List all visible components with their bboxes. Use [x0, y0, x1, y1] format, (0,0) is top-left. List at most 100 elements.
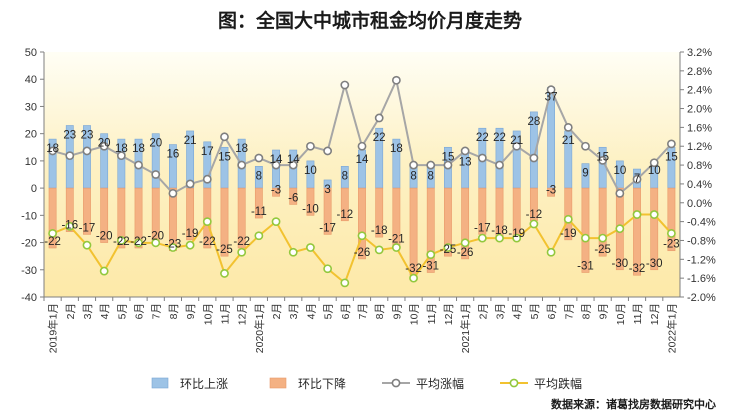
data-label-up: 8 — [428, 170, 434, 182]
data-label-down: -12 — [526, 209, 543, 221]
data-label-up: 15 — [596, 151, 609, 163]
marker-avg-fall — [323, 264, 333, 274]
marker-avg-fall — [237, 247, 247, 257]
marker-avg-fall — [460, 238, 470, 248]
bar-down — [117, 187, 126, 249]
marker-avg-fall — [667, 228, 676, 238]
bar-down — [306, 187, 315, 216]
marker-avg-fall — [443, 243, 453, 252]
right-tick-label: -0.4% — [687, 217, 716, 229]
left-tick-label: 40 — [25, 74, 37, 86]
x-tick-label: 7月 — [151, 303, 163, 319]
data-label-up: 21 — [562, 135, 575, 147]
data-label-up: 18 — [115, 143, 128, 155]
marker-avg-rise — [667, 139, 676, 149]
data-label-up: 14 — [356, 154, 369, 166]
bar-down — [633, 187, 641, 276]
marker-avg-rise — [632, 174, 642, 184]
data-label-up: 16 — [167, 149, 180, 161]
data-label-down: -23 — [663, 239, 680, 251]
data-label-down: -18 — [491, 225, 508, 237]
bar-down — [358, 187, 366, 260]
data-label-down: -31 — [577, 261, 594, 273]
data-label-down: -17 — [319, 222, 336, 234]
marker-avg-rise — [82, 146, 92, 156]
marker-avg-fall — [116, 236, 126, 245]
x-tick-label: 8月 — [374, 303, 386, 319]
data-label-up: 10 — [304, 165, 317, 177]
legend-label: 环比下降 — [298, 377, 346, 391]
x-tick-label: 11月 — [219, 303, 231, 324]
bar-down — [340, 187, 349, 222]
marker-avg-fall — [340, 278, 350, 288]
data-label-down: -25 — [216, 244, 233, 256]
data-label-down: -12 — [336, 209, 353, 221]
marker-avg-fall — [357, 231, 367, 241]
data-label-up: 22 — [493, 132, 506, 144]
bar-down — [426, 187, 435, 273]
marker-avg-fall — [426, 250, 436, 259]
x-tick-label: 2月 — [271, 303, 283, 319]
data-label-up: 22 — [373, 132, 386, 144]
bar-down — [581, 187, 590, 273]
bar-down — [667, 187, 676, 252]
marker-avg-fall — [82, 240, 92, 250]
marker-avg-rise — [168, 188, 178, 198]
marker-avg-rise — [151, 170, 161, 179]
data-label-down: -22 — [113, 236, 130, 248]
right-tick-label: 1.2% — [687, 141, 712, 153]
x-tick-label: 8月 — [168, 303, 180, 319]
marker-avg-rise — [202, 174, 212, 184]
x-tick-label: 9月 — [391, 303, 403, 319]
bar-down — [100, 187, 109, 243]
marker-avg-rise — [116, 151, 126, 161]
bar-down — [134, 187, 143, 249]
bar-down — [547, 187, 555, 197]
x-tick-label: 3月 — [288, 303, 300, 319]
marker-avg-rise — [409, 160, 418, 170]
data-label-up: 18 — [235, 143, 248, 155]
marker-avg-rise — [271, 160, 281, 170]
data-label-down: -11 — [251, 206, 267, 218]
right-tick-label: 2.4% — [687, 85, 712, 97]
marker-avg-rise — [185, 179, 195, 189]
marker-avg-rise — [546, 85, 556, 95]
x-tick-label: 10月 — [409, 303, 421, 325]
x-tick-label: 2020年1月 — [253, 303, 266, 353]
data-label-up: 18 — [390, 143, 403, 155]
x-tick-label: 10月 — [202, 303, 214, 325]
legend-label: 平均涨幅 — [416, 376, 464, 391]
marker-avg-rise — [288, 160, 298, 170]
data-label-down: -22 — [130, 236, 147, 248]
marker-avg-fall — [306, 243, 315, 252]
legend-swatch-up — [151, 377, 169, 389]
data-label-down: -19 — [182, 228, 199, 240]
left-tick-label: 30 — [25, 101, 37, 113]
bar-down — [564, 187, 573, 241]
x-tick-label: 12月 — [443, 303, 455, 325]
bar-down — [409, 187, 418, 276]
marker-avg-fall — [168, 243, 178, 252]
marker-avg-fall — [151, 238, 161, 248]
marker-avg-fall — [649, 210, 659, 219]
data-label-up: 15 — [665, 151, 678, 163]
marker-avg-rise — [254, 153, 264, 163]
legend-item: 平均跌幅 — [500, 376, 582, 391]
data-label-up: 14 — [270, 154, 283, 166]
marker-avg-fall — [202, 217, 212, 227]
x-tick-label: 4月 — [305, 303, 317, 319]
data-label-down: -3 — [271, 184, 281, 196]
x-tick-label: 2021年1月 — [459, 303, 472, 353]
data-label-up: 9 — [582, 168, 588, 180]
bar-down — [289, 187, 298, 205]
marker-avg-rise — [237, 160, 247, 170]
data-label-down: -30 — [612, 258, 629, 270]
marker-avg-fall — [220, 269, 229, 278]
bar-down — [375, 187, 384, 238]
marker-avg-rise — [581, 141, 590, 151]
x-tick-label: 10月 — [615, 303, 627, 325]
data-label-down: -19 — [560, 228, 577, 240]
data-label-down: -19 — [508, 228, 525, 240]
data-source-note: 数据来源：诸葛找房数据研究中心 — [551, 398, 716, 411]
marker-avg-fall — [512, 233, 522, 243]
